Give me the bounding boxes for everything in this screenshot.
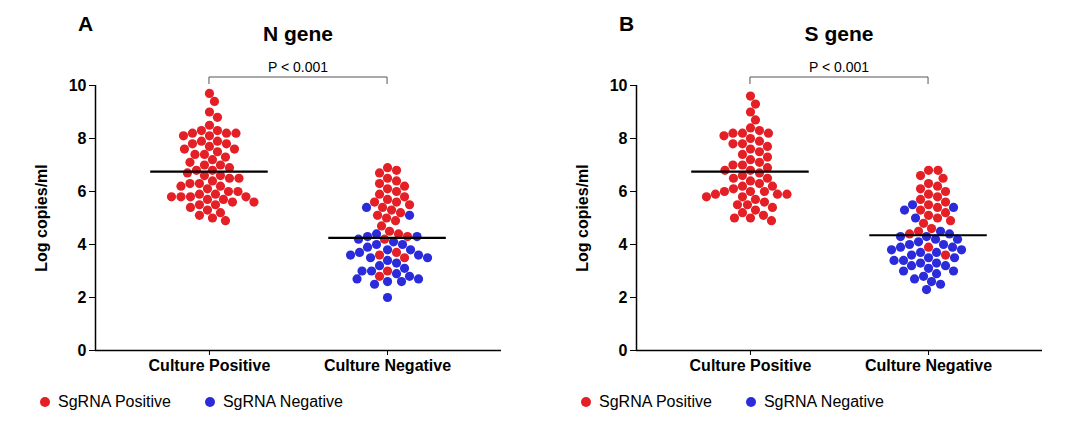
svg-text:Culture Negative: Culture Negative: [324, 357, 451, 374]
svg-text:Log copies/ml: Log copies/ml: [574, 164, 591, 272]
svg-text:4: 4: [619, 236, 628, 253]
svg-text:6: 6: [619, 183, 628, 200]
svg-text:Log copies/ml: Log copies/ml: [33, 164, 50, 272]
html-text:SgRNA Positive: SgRNA Positive: [58, 393, 171, 410]
svg-text:P < 0.001: P < 0.001: [268, 59, 328, 75]
svg-text:2: 2: [619, 289, 628, 306]
svg-text:Culture Positive: Culture Positive: [149, 357, 271, 374]
svg-text:8: 8: [619, 130, 628, 147]
svg-text:10: 10: [610, 77, 628, 94]
html-text:B: B: [619, 12, 635, 35]
svg-text:0: 0: [619, 342, 628, 359]
svg-text:2: 2: [78, 289, 87, 306]
svg-text:8: 8: [78, 130, 87, 147]
svg-text:Culture Positive: Culture Positive: [690, 357, 812, 374]
html-text:A: A: [78, 12, 94, 35]
svg-text:6: 6: [78, 183, 87, 200]
svg-text:P < 0.001: P < 0.001: [809, 59, 869, 75]
svg-text:0: 0: [78, 342, 87, 359]
html-text:S gene: S gene: [804, 22, 874, 45]
html-text:SgRNA Positive: SgRNA Positive: [599, 393, 712, 410]
svg-text:Culture Negative: Culture Negative: [865, 357, 992, 374]
html-text:SgRNA Negative: SgRNA Negative: [222, 393, 343, 410]
html-text:N gene: N gene: [263, 22, 333, 45]
svg-text:10: 10: [69, 77, 87, 94]
html-text:SgRNA Negative: SgRNA Negative: [763, 393, 884, 410]
svg-text:4: 4: [78, 236, 87, 253]
